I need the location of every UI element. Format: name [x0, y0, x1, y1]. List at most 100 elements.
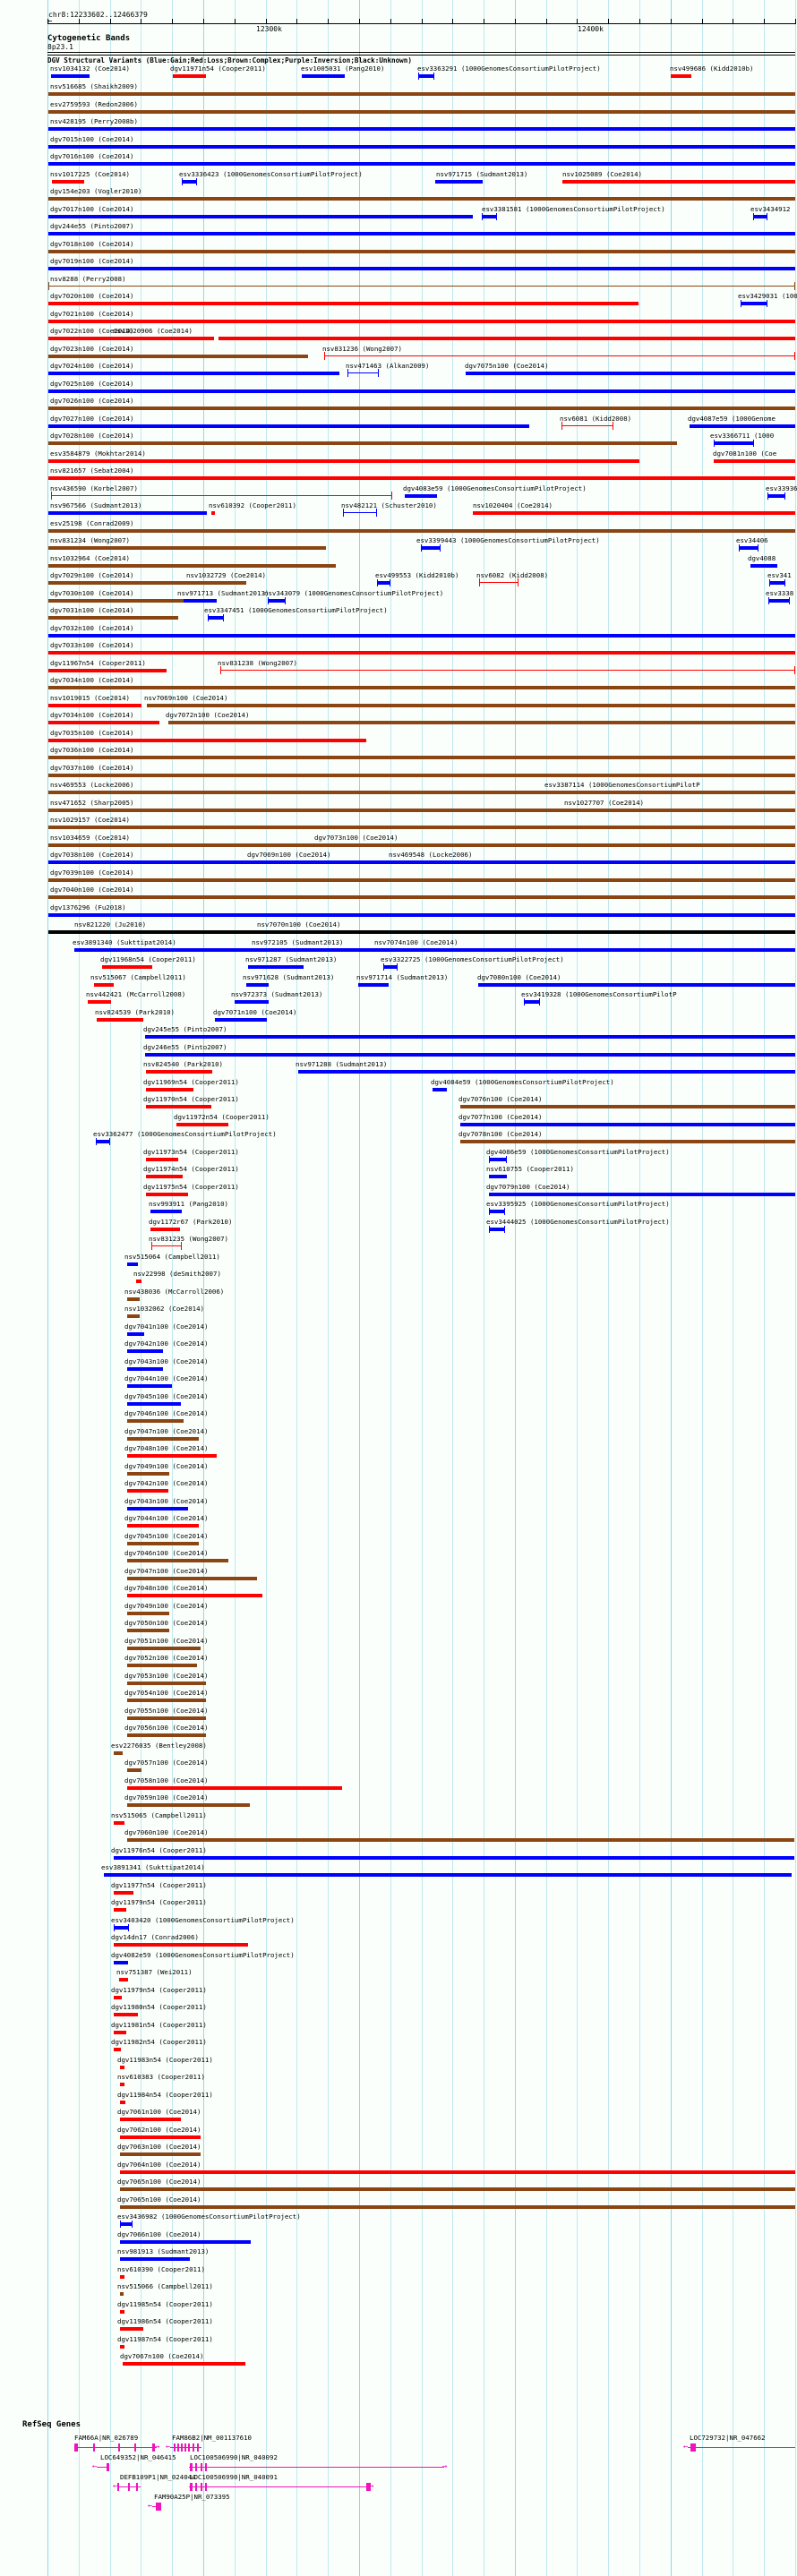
variant-bar[interactable] — [127, 1367, 163, 1371]
variant-label[interactable]: dgv4082e59 (1000GenomesConsortiumPilotPr… — [111, 1951, 295, 1959]
variant-bar[interactable] — [127, 1594, 262, 1597]
variant-track-row[interactable]: nsv516685 (Shaikh2009) — [0, 82, 797, 99]
variant-bar[interactable] — [120, 2135, 201, 2139]
variant-track-row[interactable]: dgv11984n54 (Cooper2011) — [0, 2091, 797, 2108]
variant-bar-capped[interactable] — [714, 440, 754, 447]
variant-bar[interactable] — [48, 843, 795, 847]
variant-track-row[interactable]: nsv438036 (McCarroll2006) — [0, 1288, 797, 1305]
variant-bar[interactable] — [478, 983, 795, 987]
variant-bar[interactable] — [750, 564, 777, 568]
variant-bar[interactable] — [48, 197, 795, 201]
variant-label[interactable]: esv3403420 (1000GenomesConsortiumPilotPr… — [111, 1916, 295, 1924]
variant-label[interactable]: dgv7047n100 (Coe2014) — [124, 1427, 209, 1435]
variant-bar-capped[interactable] — [377, 579, 390, 586]
variant-label[interactable]: esv3399443 (1000GenomesConsortiumPilotPr… — [416, 536, 600, 544]
variant-label[interactable]: nsv6082 (Kidd2008) — [476, 571, 549, 579]
gene-exon[interactable] — [152, 2443, 155, 2452]
variant-bar[interactable] — [127, 1402, 181, 1406]
variant-bar[interactable] — [127, 1664, 197, 1667]
variant-label[interactable]: dgv7046n100 (Coe2014) — [124, 1549, 209, 1557]
variant-bar[interactable] — [127, 1332, 144, 1336]
variant-bar[interactable] — [489, 1193, 795, 1196]
variant-label[interactable]: esv2276035 (Bentley2008) — [111, 1742, 207, 1750]
variant-track-row[interactable]: nsv515067 (Campbell2011) nsv971628 (Sudma… — [0, 973, 797, 990]
gene-exon[interactable] — [366, 2483, 371, 2491]
variant-bar[interactable] — [48, 704, 141, 707]
variant-track-row[interactable]: dgv11975n54 (Cooper2011) dgv7079n100 (Coe… — [0, 1183, 797, 1200]
variant-label[interactable]: dgv7050n100 (Coe2014) — [124, 1619, 209, 1627]
variant-bar[interactable] — [127, 1838, 794, 1842]
variant-track-row[interactable]: dgv7061n100 (Coe2014) — [0, 2108, 797, 2125]
gene-exon[interactable] — [197, 2443, 199, 2452]
variant-track-row[interactable]: dgv11970n54 (Cooper2011) dgv7076n100 (Coe… — [0, 1095, 797, 1112]
variant-bar[interactable] — [136, 1279, 141, 1283]
variant-bar[interactable] — [146, 1158, 178, 1161]
variant-bar[interactable] — [235, 1000, 269, 1004]
variant-track-row[interactable]: dgv7043n100 (Coe2014) — [0, 1497, 797, 1514]
variant-label[interactable]: dgv7015n100 (Coe2014) — [50, 135, 134, 143]
variant-label[interactable]: dgv7065n100 (Coe2014) — [117, 2178, 201, 2186]
variant-label[interactable]: dgv11973n54 (Cooper2011) — [143, 1148, 239, 1156]
variant-label[interactable]: nsv610383 (Cooper2011) — [117, 2073, 205, 2081]
variant-track-row[interactable]: nsv1032062 (Coe2014) — [0, 1305, 797, 1322]
variant-label[interactable]: dgv7026n100 (Coe2014) — [50, 397, 134, 405]
variant-bar-capped[interactable] — [739, 544, 758, 552]
variant-label[interactable]: dgv7063n100 (Coe2014) — [117, 2143, 201, 2151]
variant-bar[interactable] — [114, 1751, 123, 1755]
variant-bar[interactable] — [146, 1193, 188, 1196]
variant-label[interactable]: dgv7029n100 (Coe2014) — [50, 571, 134, 579]
variant-label[interactable]: dgv7064n100 (Coe2014) — [117, 2161, 201, 2169]
variant-bar[interactable] — [127, 1716, 206, 1720]
gene-exon[interactable] — [195, 2483, 197, 2491]
variant-track-row[interactable]: dgv14dn17 (Conrad2006) — [0, 1933, 797, 1950]
variant-label[interactable]: dgv7048n100 (Coe2014) — [124, 1444, 209, 1452]
variant-label[interactable]: dgv11969n54 (Cooper2011) — [143, 1078, 239, 1086]
variant-track-row[interactable]: nsv824539 (Park2010) dgv7071n100 (Coe2014… — [0, 1008, 797, 1025]
variant-track-row[interactable]: nsv469553 (Locke2006) esv3387114 (1000Gen… — [0, 781, 797, 798]
variant-track-row[interactable]: nsv831234 (Wong2007) esv3399443 (1000Geno… — [0, 536, 797, 553]
variant-track-row[interactable]: nsv1034132 (Coe2014) dgv11971n54 (Cooper2… — [0, 64, 797, 81]
variant-track-row[interactable]: esv3891341 (Sukttipat2014) — [0, 1863, 797, 1880]
variant-span-line[interactable] — [48, 282, 795, 290]
variant-bar-capped[interactable] — [768, 597, 790, 604]
variant-label[interactable]: dgv11971n54 (Cooper2011) — [170, 64, 266, 73]
gene-exon[interactable] — [118, 2443, 120, 2452]
variant-track-row[interactable]: dgv11976n54 (Cooper2011) — [0, 1846, 797, 1863]
variant-track-row[interactable]: dgv7046n100 (Coe2014) — [0, 1549, 797, 1566]
variant-bar[interactable] — [114, 1821, 124, 1825]
variant-label[interactable]: nsv972105 (Sudmant2013) — [252, 938, 344, 946]
variant-bar[interactable] — [460, 1105, 795, 1108]
variant-label[interactable]: dgv7028n100 (Coe2014) — [50, 432, 134, 440]
variant-label[interactable]: dgv11983n54 (Cooper2011) — [117, 2056, 213, 2064]
variant-bar[interactable] — [48, 860, 795, 864]
gene-exon[interactable] — [177, 2443, 179, 2452]
variant-track-row[interactable]: dgv11973n54 (Cooper2011) dgv4086e59 (1000… — [0, 1148, 797, 1165]
variant-label[interactable]: dgv7049n100 (Coe2014) — [124, 1462, 209, 1470]
variant-bar[interactable] — [48, 739, 366, 742]
gene-exon[interactable] — [134, 2443, 136, 2452]
variant-track-row[interactable]: dgv1376296 (Fu2018) — [0, 903, 797, 920]
variant-track-row[interactable]: dgv7049n100 (Coe2014) — [0, 1462, 797, 1479]
variant-bar[interactable] — [184, 599, 217, 603]
variant-label[interactable]: nsv831234 (Wong2007) — [50, 536, 130, 544]
variant-bar[interactable] — [88, 1000, 111, 1004]
variant-bar[interactable] — [120, 2240, 251, 2244]
variant-label[interactable]: nsv1020906 (Coe2014) — [113, 327, 193, 335]
variant-track-row[interactable]: esv3436982 (1000GenomesConsortiumPilotPr… — [0, 2212, 797, 2229]
variant-bar[interactable] — [48, 529, 795, 533]
variant-track-row[interactable]: dgv7031n100 (Coe2014) esv3347451 (1000Gen… — [0, 606, 797, 623]
variant-bar[interactable] — [48, 930, 795, 934]
variant-bar[interactable] — [48, 372, 339, 375]
gene-label[interactable]: LOC100506990|NR_040091 — [190, 2473, 278, 2481]
variant-bar[interactable] — [114, 2013, 138, 2016]
variant-bar[interactable] — [48, 127, 795, 131]
variant-label[interactable]: nsv1027707 (Coe2014) — [564, 799, 644, 807]
variant-track-row[interactable]: dgv7043n100 (Coe2014) — [0, 1357, 797, 1374]
variant-label[interactable]: esv3891341 (Sukttipat2014) — [101, 1863, 205, 1871]
variant-bar[interactable] — [48, 774, 795, 777]
variant-label[interactable]: dgv11985n54 (Cooper2011) — [117, 2300, 213, 2308]
variant-bar[interactable] — [48, 809, 795, 812]
variant-bar-capped[interactable] — [96, 1138, 110, 1145]
variant-bar[interactable] — [48, 651, 795, 655]
variant-bar[interactable] — [146, 1070, 212, 1074]
